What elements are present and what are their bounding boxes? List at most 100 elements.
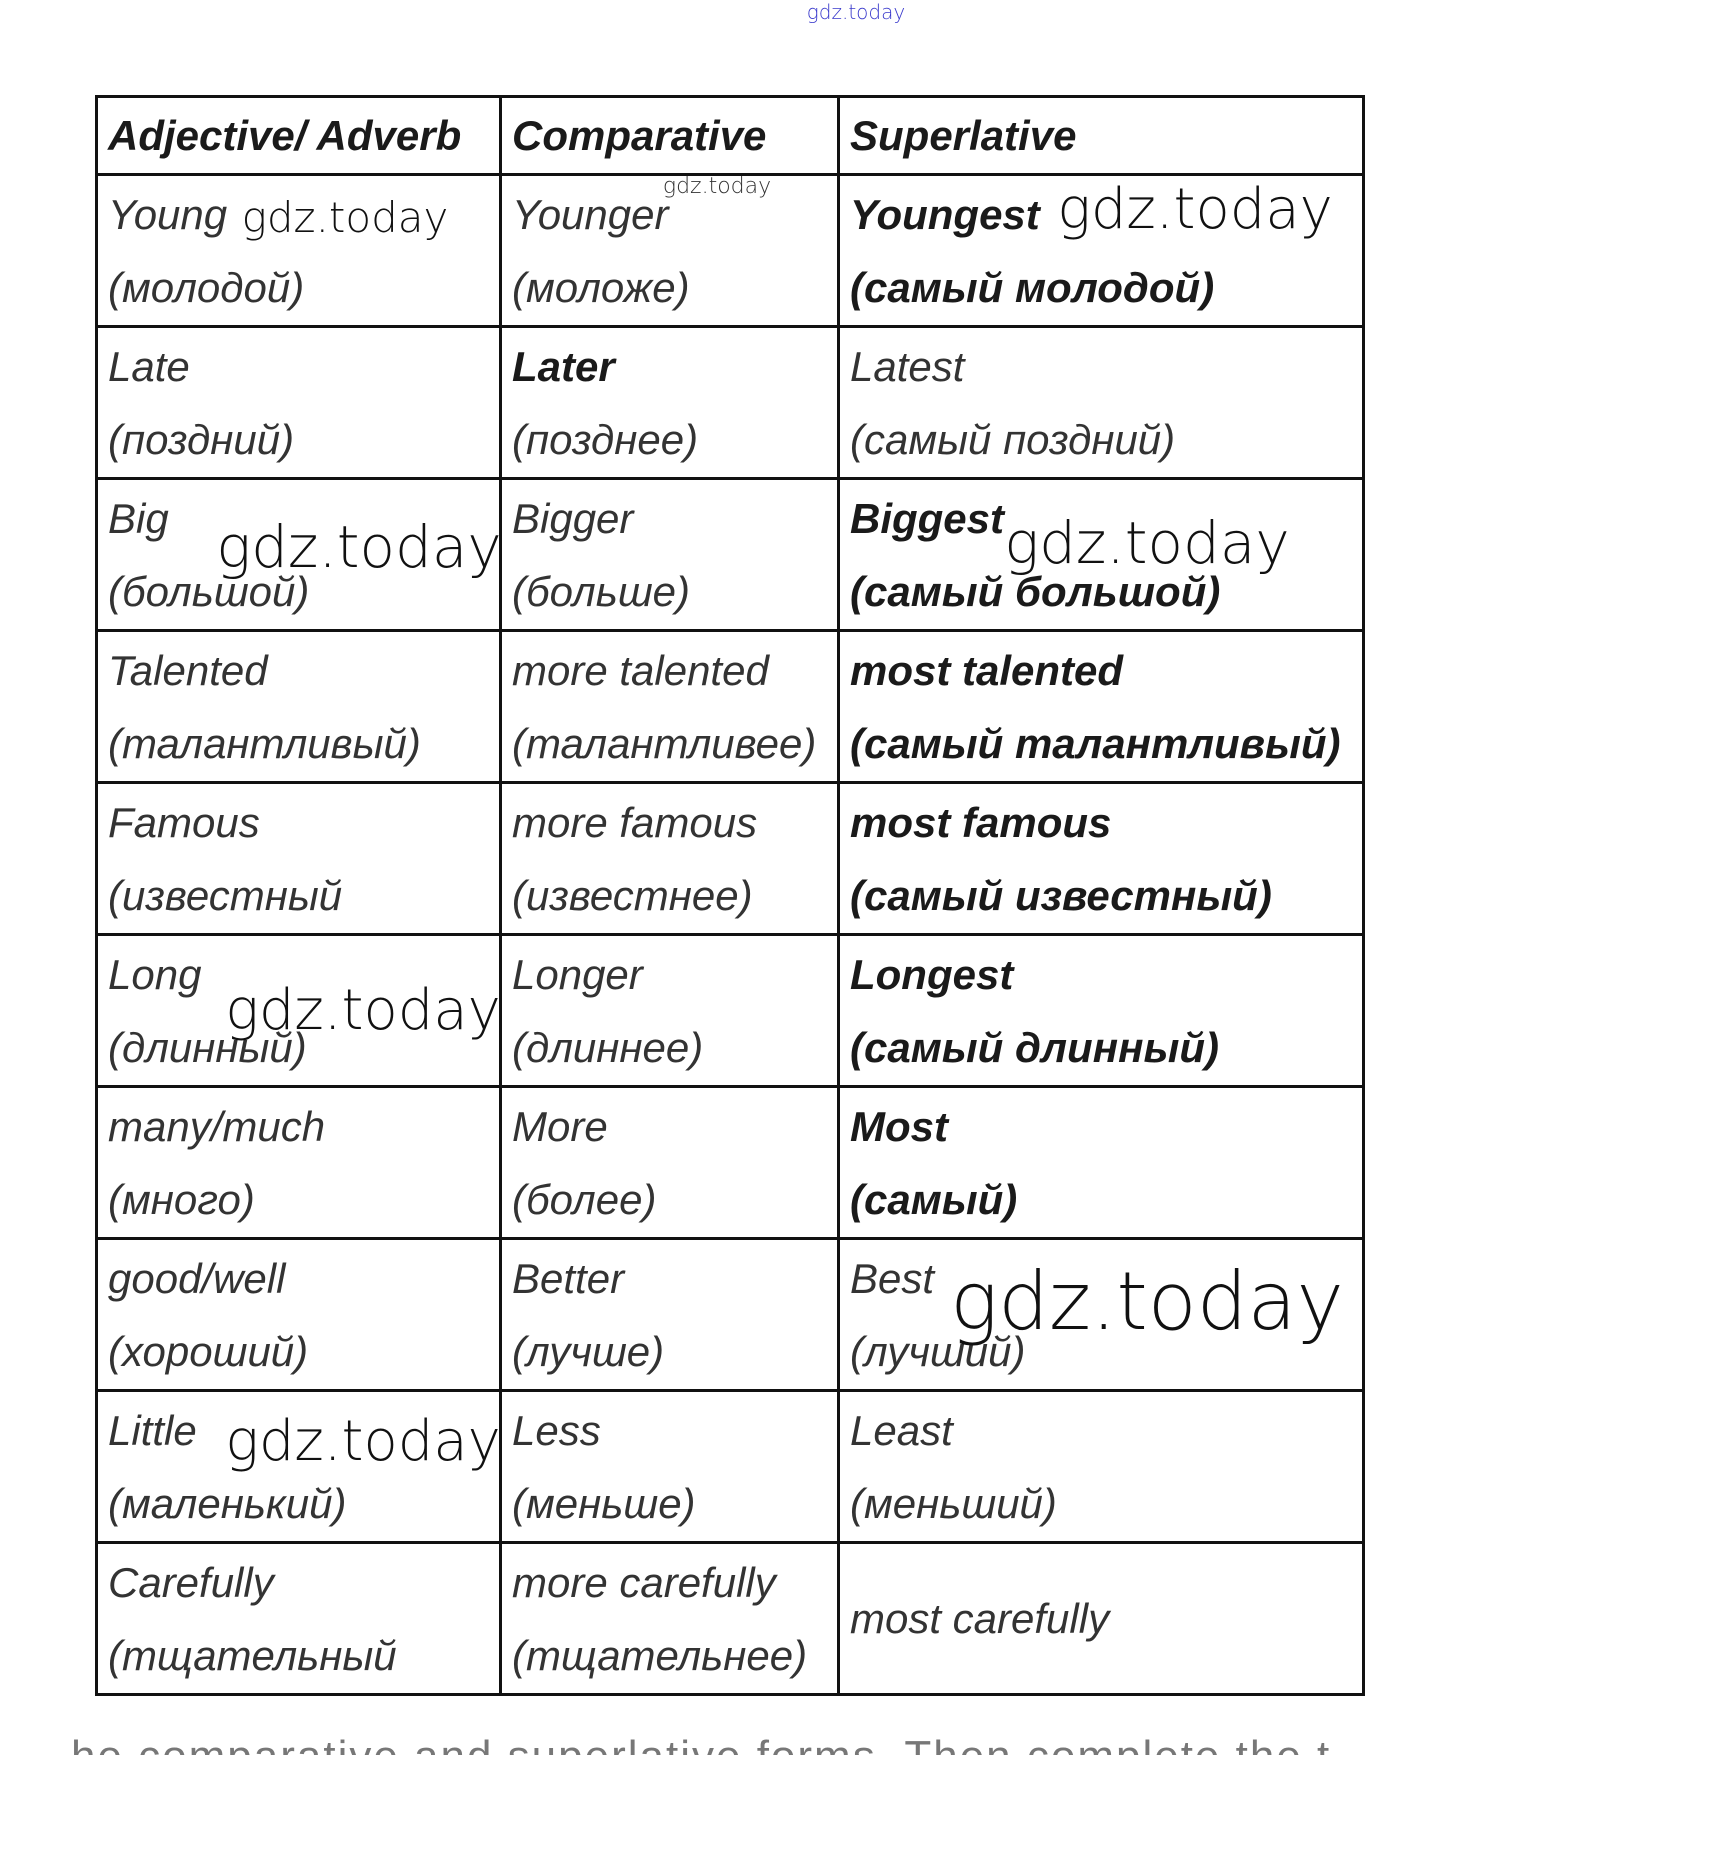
table-cell: many/much (много) (95, 1085, 502, 1240)
watermark: gdz.today (806, 0, 906, 24)
word: Latest (850, 343, 965, 390)
table-row: Carefully (тщательный more carefully (тщате… (95, 1541, 1365, 1696)
table-cell: Famous (известный (95, 781, 502, 936)
translation: (поздний) (108, 416, 295, 463)
word: Youngest (850, 191, 1040, 238)
table-cell: Little (маленький) (95, 1389, 502, 1544)
watermark: gdz.today (225, 1409, 501, 1474)
table-cell: most talented (самый талантливый) (837, 629, 1365, 784)
table-cell: Late (поздний) (95, 325, 502, 480)
table-cell: Youngest (самый молодой) (837, 173, 1365, 328)
word: Less (512, 1407, 601, 1454)
translation: (известный (108, 872, 343, 919)
translation: (тщательнее) (512, 1632, 808, 1679)
watermark: gdz.today (241, 193, 449, 242)
translation: (самый талантливый) (850, 720, 1341, 767)
footer-clip: he comparative and superlative forms. Th… (71, 1735, 1385, 1755)
word: many/much (108, 1103, 326, 1150)
table-row: many/much (много) More (более) Most (самый) (95, 1085, 1365, 1240)
translation: (много) (108, 1176, 255, 1223)
translation: (меньше) (512, 1480, 696, 1527)
word: Talented (108, 647, 268, 694)
word: Long (108, 951, 202, 998)
table-row: Little (маленький) Less (меньше) Least (меньш… (95, 1389, 1365, 1544)
word: more carefully (512, 1559, 776, 1606)
table-cell: Later (позднее) (499, 325, 840, 480)
word: good/well (108, 1255, 286, 1302)
comparison-table: Adjective/ Adverb Comparative Superlative … (95, 95, 1365, 1696)
table-cell: Biggest (самый большой) (837, 477, 1365, 632)
watermark: gdz.today (662, 174, 772, 199)
table-row: Young (молодой) Younger (моложе) Youngest (са… (95, 173, 1365, 328)
word: more famous (512, 799, 758, 846)
word: Most (850, 1103, 948, 1150)
table-cell: Better (лучше) (499, 1237, 840, 1392)
table-cell: Best (лучший) (837, 1237, 1365, 1392)
table-cell: Younger (моложе) (499, 173, 840, 328)
word: Carefully (108, 1559, 274, 1606)
word: Later (512, 343, 615, 390)
table-cell: Least (меньший) (837, 1389, 1365, 1544)
translation: (молодой) (108, 264, 305, 311)
translation: (талантливее) (512, 720, 817, 767)
watermark: gdz.today (950, 1255, 1344, 1348)
word: More (512, 1103, 608, 1150)
footer-text: he comparative and superlative forms. Th… (71, 1735, 1385, 1755)
table-cell: Less (меньше) (499, 1389, 840, 1544)
table-cell: Carefully (тщательный (95, 1541, 502, 1696)
translation: (самый поздний) (850, 416, 1176, 463)
table-row: Famous (известный more famous (известнее) mo… (95, 781, 1365, 936)
translation: (самый известный) (850, 872, 1272, 919)
table-cell: Most (самый) (837, 1085, 1365, 1240)
table-cell: most famous (самый известный) (837, 781, 1365, 936)
translation: (хороший) (108, 1328, 309, 1375)
translation: (самый молодой) (850, 264, 1215, 311)
header-cell: Adjective/ Adverb (95, 95, 502, 176)
table-cell: more talented (талантливее) (499, 629, 840, 784)
table-cell: more carefully (тщательнее) (499, 1541, 840, 1696)
table-cell: Long (длинный) (95, 933, 502, 1088)
watermark: gdz.today (225, 978, 501, 1043)
word: Best (850, 1255, 935, 1302)
translation: (самый) (850, 1176, 1018, 1223)
translation: (самый длинный) (850, 1024, 1219, 1071)
translation: (длиннее) (512, 1024, 704, 1071)
translation: (талантливый) (108, 720, 421, 767)
translation: (лучший) (850, 1328, 1026, 1375)
watermark: gdz.today (216, 513, 502, 581)
table-row: Late (поздний) Later (позднее) Latest (самый … (95, 325, 1365, 480)
table-cell: Longest (самый длинный) (837, 933, 1365, 1088)
table-row: Big (большой) Bigger (больше) Biggest (самый … (95, 477, 1365, 632)
table-cell: more famous (известнее) (499, 781, 840, 936)
table-cell: Young (молодой) (95, 173, 502, 328)
translation: (более) (512, 1176, 657, 1223)
table-cell: Bigger (больше) (499, 477, 840, 632)
translation: (самый большой) (850, 568, 1221, 615)
header-row: Adjective/ Adverb Comparative Superlative (95, 95, 1365, 176)
translation: (тщательный (108, 1632, 397, 1679)
word: more talented (512, 647, 769, 694)
table-cell: most carefully (837, 1541, 1365, 1696)
word: Least (850, 1407, 953, 1454)
word: Longer (512, 951, 643, 998)
translation: (больше) (512, 568, 691, 615)
word: most famous (850, 799, 1112, 846)
word: Big (108, 495, 169, 542)
table-row: Long (длинный) Longer (длиннее) Longest (самы… (95, 933, 1365, 1088)
word: Younger (512, 191, 669, 238)
translation: (лучше) (512, 1328, 665, 1375)
word: most talented (850, 647, 1124, 694)
translation: (маленький) (108, 1480, 347, 1527)
word: most carefully (850, 1595, 1110, 1642)
translation: (позднее) (512, 416, 699, 463)
watermark: gdz.today (1057, 177, 1333, 242)
word: Famous (108, 799, 260, 846)
table-cell: Big (большой) (95, 477, 502, 632)
table-cell: Talented (талантливый) (95, 629, 502, 784)
word: Better (512, 1255, 625, 1302)
header-cell: Superlative (837, 95, 1365, 176)
word: Biggest (850, 495, 1005, 542)
table-cell: More (более) (499, 1085, 840, 1240)
table-cell: good/well (хороший) (95, 1237, 502, 1392)
